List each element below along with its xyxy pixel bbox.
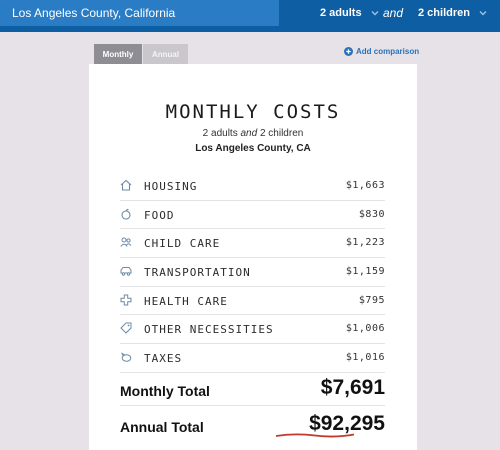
- monthly-total-row: Monthly Total $7,691: [120, 370, 385, 406]
- cost-row-other-necessities: OTHER NECESSITIES $1,006: [120, 315, 385, 345]
- children-select[interactable]: 2 children: [418, 0, 488, 26]
- cost-label: TRANSPORTATION: [144, 266, 251, 280]
- house-icon: [120, 179, 132, 191]
- add-comparison-link[interactable]: Add comparison: [344, 47, 419, 56]
- location-input[interactable]: [0, 0, 279, 26]
- annual-total-label: Annual Total: [120, 419, 204, 435]
- adults-select[interactable]: 2 adults: [320, 0, 380, 26]
- medical-cross-icon: [120, 294, 132, 306]
- cost-value: $1,223: [345, 237, 385, 249]
- people-icon: [120, 237, 132, 248]
- cost-value: $1,663: [345, 180, 385, 191]
- cost-label: FOOD: [144, 208, 175, 222]
- cost-row-health-care: HEALTH CARE $795: [120, 287, 385, 316]
- adults-select-label: 2 adults: [320, 7, 362, 19]
- tab-annual[interactable]: Annual: [143, 44, 188, 64]
- cost-value: $1,006: [345, 323, 385, 335]
- monthly-total-label: Monthly Total: [120, 383, 210, 399]
- header-bar: 2 adults and 2 children: [0, 0, 500, 32]
- cost-value: $795: [358, 294, 385, 306]
- cost-label: HOUSING: [144, 180, 198, 193]
- chevron-down-icon: [371, 11, 379, 16]
- cost-label: CHILD CARE: [144, 237, 221, 251]
- tab-monthly[interactable]: Monthly: [94, 44, 142, 64]
- tag-icon: [120, 322, 132, 335]
- annual-total-value: $92,295: [309, 412, 385, 435]
- cost-label: TAXES: [144, 352, 183, 366]
- cost-list: HOUSING $1,663 FOOD $830 CHILD CARE $1,2…: [120, 172, 385, 373]
- page-title: MONTHLY COSTS: [165, 101, 341, 123]
- plus-circle-icon: [344, 47, 353, 56]
- cost-row-food: FOOD $830: [120, 201, 385, 230]
- costs-card: MONTHLY COSTS 2 adults and 2 children Lo…: [89, 64, 417, 450]
- hand-drawn-underline: [275, 433, 355, 438]
- cost-row-child-care: CHILD CARE $1,223: [120, 229, 385, 259]
- cost-value: $1,016: [345, 352, 385, 364]
- car-icon: [120, 267, 132, 276]
- cost-label: HEALTH CARE: [144, 294, 228, 308]
- children-select-label: 2 children: [418, 7, 470, 19]
- county-name: Los Angeles County, CA: [195, 143, 311, 154]
- cost-row-housing: HOUSING $1,663: [120, 172, 385, 201]
- monthly-total-value: $7,691: [320, 376, 385, 399]
- summary-adults: 2 adults: [202, 128, 238, 139]
- cost-value: $1,159: [345, 266, 385, 278]
- add-comparison-label: Add comparison: [356, 47, 420, 56]
- chevron-down-icon: [479, 11, 487, 16]
- apple-icon: [121, 208, 131, 220]
- summary-and: and: [240, 128, 258, 139]
- and-label: and: [383, 6, 404, 20]
- piggy-bank-icon: [120, 352, 132, 362]
- annual-total-row: Annual Total $92,295: [120, 406, 385, 442]
- household-summary: 2 adults and 2 children: [89, 128, 417, 139]
- cost-row-transportation: TRANSPORTATION $1,159: [120, 258, 385, 287]
- cost-value: $830: [358, 208, 385, 220]
- cost-row-taxes: TAXES $1,016: [120, 344, 385, 373]
- summary-children: 2 children: [259, 128, 304, 139]
- cost-label: OTHER NECESSITIES: [144, 323, 274, 337]
